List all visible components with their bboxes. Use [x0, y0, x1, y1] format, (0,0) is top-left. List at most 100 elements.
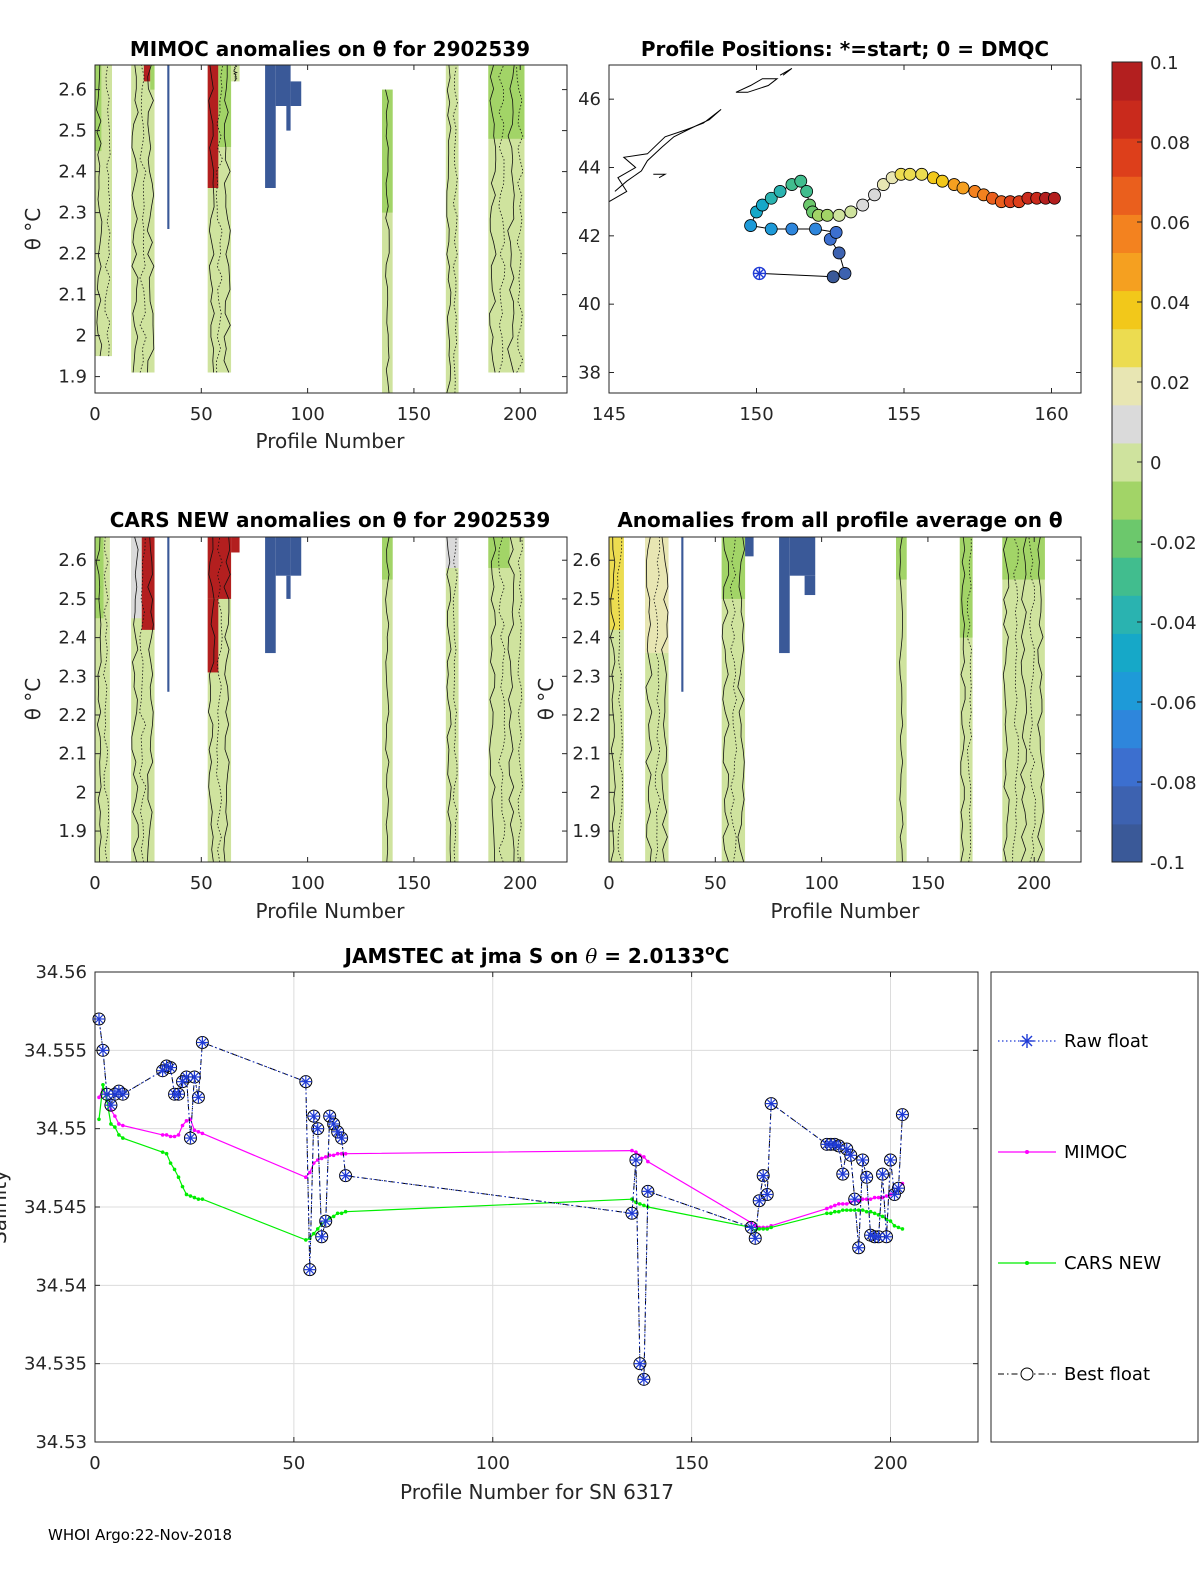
- panel-mimoc-contours: [96, 64, 524, 394]
- colorbar-block: [1112, 290, 1142, 330]
- contour-line: [1020, 536, 1028, 863]
- y-tick-label: 40: [578, 294, 601, 315]
- legend-box: [990, 971, 1199, 1443]
- contour-line: [721, 536, 730, 863]
- heatmap-cell: [896, 537, 907, 580]
- data-point: [117, 1122, 121, 1126]
- colorbar-block: [1112, 62, 1142, 101]
- panel-salinity-xlabel: Profile Number for SN 6317: [400, 1480, 674, 1504]
- data-point: [868, 1209, 873, 1214]
- data-point: [884, 1154, 897, 1166]
- heatmap-cell: [721, 537, 746, 862]
- data-point: [176, 1175, 181, 1180]
- data-point: [172, 1167, 177, 1172]
- x-tick-label: 145: [592, 404, 626, 425]
- y-tick-label: 2.3: [58, 666, 87, 687]
- data-point: [880, 1230, 893, 1243]
- data-point: [848, 1208, 853, 1212]
- data-point: [829, 1205, 833, 1209]
- data-point: [625, 1207, 638, 1220]
- data-point: [196, 1130, 201, 1134]
- contour-line: [899, 536, 904, 863]
- data-point: [200, 1197, 205, 1201]
- data-point: [176, 1133, 181, 1137]
- data-point: [343, 1151, 348, 1156]
- data-point: [335, 1151, 340, 1156]
- panel-average-contours: [609, 536, 1045, 863]
- data-point: [896, 1225, 901, 1230]
- contour-line: [737, 536, 745, 863]
- y-tick-label: 1.9: [58, 821, 87, 842]
- x-tick-label: 200: [1017, 873, 1051, 894]
- panel-cars-cells: [95, 537, 525, 862]
- data-point: [319, 1156, 324, 1161]
- contour-line: [729, 536, 738, 863]
- x-tick-label: 200: [503, 873, 537, 894]
- profile-position-point: [915, 167, 929, 181]
- data-point: [172, 1134, 177, 1139]
- profile-position-point: [956, 181, 970, 195]
- data-point: [888, 1188, 901, 1201]
- colorbar-block: [1112, 785, 1142, 825]
- heatmap-cell: [167, 65, 170, 229]
- heatmap-cell: [959, 537, 973, 638]
- contour-line: [223, 65, 231, 373]
- coastline-segment: [608, 109, 722, 203]
- data-point: [642, 1203, 646, 1208]
- data-point: [113, 1114, 117, 1118]
- colorbar-tick-label: 0.06: [1150, 213, 1190, 234]
- x-tick-label: 100: [290, 404, 324, 425]
- panel-cars: CARS NEW anomalies on θ for 2902539 0 50 1…: [21, 508, 568, 923]
- data-point: [184, 1119, 189, 1123]
- x-tick-label: 100: [476, 1453, 510, 1474]
- x-tick-label: 50: [190, 873, 213, 894]
- data-point: [638, 1202, 642, 1206]
- heatmap-cell: [382, 89, 393, 393]
- heatmap-cell: [488, 537, 510, 568]
- data-point: [184, 1132, 197, 1145]
- y-tick-label: 2.5: [58, 589, 87, 610]
- panel-positions-frame: [608, 64, 1082, 394]
- colorbar-ticks: 0.1 0.08 0.06 0.04 0.02 0 -0.02 -0.04 -0.06 -0.08…: [1137, 53, 1197, 874]
- contour-line: [131, 536, 139, 863]
- data-point: [765, 1097, 778, 1110]
- data-point: [860, 1197, 865, 1201]
- heatmap-cell: [275, 65, 291, 106]
- data-point: [641, 1185, 654, 1198]
- panel-cars-frame: [94, 536, 568, 863]
- heatmap-cell: [1002, 537, 1045, 580]
- heatmap-cell: [150, 65, 155, 90]
- y-tick-label: 2.2: [572, 705, 601, 726]
- colorbar-block: [1112, 823, 1142, 863]
- asterisk-icon: [1020, 1034, 1034, 1048]
- panel-salinity-grid: [94, 971, 978, 1443]
- data-point: [192, 1128, 197, 1133]
- contour-line: [96, 64, 103, 357]
- colorbar-block: [1112, 366, 1142, 406]
- contour-line: [645, 536, 653, 863]
- data-point: [633, 1357, 646, 1370]
- contour-line: [507, 536, 515, 863]
- contour-line: [653, 536, 661, 863]
- heatmap-cell: [131, 65, 155, 373]
- contour-line: [960, 536, 966, 863]
- heatmap-cell: [265, 537, 276, 654]
- colorbar-block: [1112, 671, 1142, 711]
- data-point: [749, 1232, 762, 1245]
- data-point: [761, 1227, 766, 1231]
- panel-positions-ticks: 145 150 155 160 38 40 42 44 46: [578, 65, 1081, 425]
- circle-icon: [1020, 1367, 1034, 1381]
- x-tick-label: 0: [89, 404, 100, 425]
- y-tick-label: 38: [578, 363, 601, 384]
- y-tick-label: 2.4: [572, 628, 601, 649]
- profile-position-point: [856, 198, 870, 212]
- profile-position-point: [809, 222, 822, 236]
- panel-positions: Profile Positions: *=start; 0 = DMQC 145…: [578, 37, 1082, 425]
- contour-line: [233, 65, 238, 82]
- data-point: [121, 1123, 125, 1128]
- data-point: [753, 1194, 766, 1207]
- colorbar-block: [1112, 633, 1142, 673]
- x-tick-label: 0: [89, 873, 100, 894]
- data-point: [339, 1169, 352, 1182]
- heatmap-cell: [445, 537, 459, 862]
